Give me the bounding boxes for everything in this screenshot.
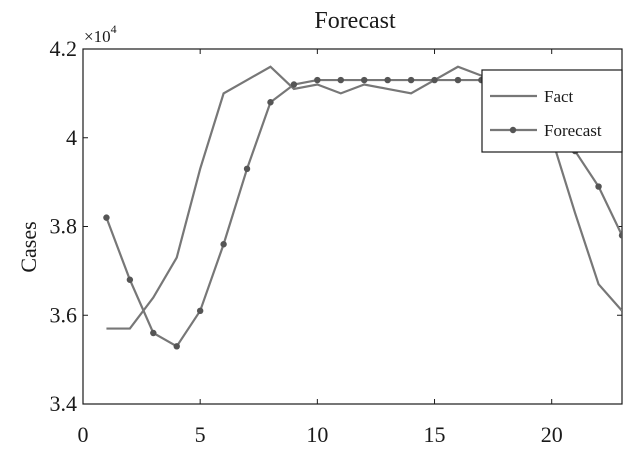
- legend-box: [481, 69, 623, 153]
- data-point-forecast-15: [431, 76, 438, 84]
- chart-title: Forecast: [314, 8, 396, 34]
- data-point-forecast-4: [173, 343, 180, 350]
- legend-marker-forecast: [509, 126, 517, 134]
- data-point-forecast-8: [267, 99, 274, 106]
- data-point-forecast-23: [618, 232, 622, 239]
- y-multiplier-exponent: 4: [111, 22, 117, 36]
- y-axis-label: Cases: [16, 221, 41, 272]
- x-tick-label-10: 10: [306, 422, 328, 447]
- y-tick-label-3.4: 3.4: [50, 391, 78, 416]
- data-point-forecast-3: [150, 329, 157, 337]
- y-tick-label-4: 4: [66, 125, 77, 150]
- data-point-forecast-11: [337, 76, 344, 84]
- y-tick-label-3.6: 3.6: [50, 302, 78, 327]
- data-point-forecast-1: [103, 214, 110, 221]
- x-tick-label-5: 5: [195, 422, 206, 447]
- plot-area: 0 5 10 15 20 3.4 3.6 3.8 4 4.2 Fact Forecast: [50, 36, 623, 447]
- x-tick-label-0: 0: [78, 422, 89, 447]
- data-point-forecast-14: [407, 76, 415, 84]
- y-multiplier-base: ×10: [84, 27, 111, 46]
- y-tick-label-4.2: 4.2: [50, 36, 78, 61]
- x-tick-label-15: 15: [424, 422, 446, 447]
- data-point-forecast-13: [384, 76, 391, 84]
- data-point-forecast-16: [454, 76, 462, 84]
- y-axis-multiplier: ×104: [84, 22, 117, 46]
- x-tick-label-20: 20: [541, 422, 563, 447]
- legend: Fact Forecast: [481, 69, 623, 153]
- y-tick-label-3.8: 3.8: [50, 214, 78, 239]
- data-point-forecast-22: [595, 183, 602, 190]
- legend-label-fact: Fact: [544, 87, 574, 106]
- data-point-forecast-12: [361, 76, 368, 84]
- data-point-forecast-2: [126, 276, 134, 283]
- data-point-forecast-10: [314, 76, 321, 84]
- legend-label-forecast: Forecast: [544, 121, 602, 140]
- data-point-forecast-6: [220, 241, 227, 248]
- data-point-forecast-7: [243, 165, 251, 173]
- data-point-forecast-9: [290, 81, 298, 88]
- data-point-forecast-5: [196, 307, 204, 315]
